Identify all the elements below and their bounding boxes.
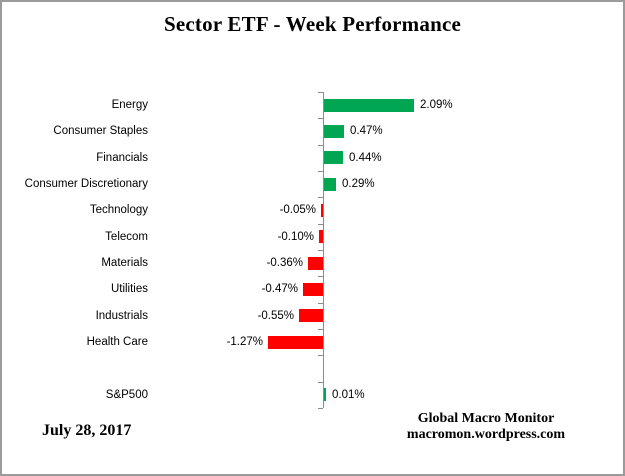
value-label: 2.09%: [420, 99, 453, 112]
axis-tick: [318, 276, 323, 277]
category-label: Consumer Discretionary: [24, 178, 148, 191]
axis-tick: [318, 329, 323, 330]
positive-bar: [324, 98, 414, 112]
bar-row: Health Care -1.27%: [2, 329, 623, 355]
negative-bar: [321, 203, 323, 217]
category-label: S&P500: [105, 388, 148, 401]
bar-row: Industrials -0.55%: [2, 303, 623, 329]
axis-tick: [318, 355, 323, 356]
value-label: -0.05%: [279, 204, 316, 217]
value-label: 0.01%: [332, 388, 365, 401]
axis-tick: [318, 197, 323, 198]
positive-bar: [324, 151, 343, 165]
value-label: -0.47%: [261, 283, 298, 296]
axis-tick: [318, 250, 323, 251]
value-label: 0.47%: [350, 125, 383, 138]
category-label: Energy: [111, 99, 148, 112]
category-label: Financials: [96, 151, 148, 164]
negative-bar: [299, 309, 323, 323]
category-label: Telecom: [105, 230, 148, 243]
chart-title: Sector ETF - Week Performance: [164, 12, 461, 36]
category-label: Health Care: [86, 336, 148, 349]
value-label: -0.55%: [257, 309, 294, 322]
bar-row: Energy 2.09%: [2, 92, 623, 118]
value-axis-baseline: [323, 92, 324, 408]
negative-bar: [268, 335, 323, 349]
category-label: Industrials: [95, 309, 148, 322]
axis-tick: [318, 303, 323, 304]
axis-tick: [318, 408, 323, 409]
attribution-url: macromon.wordpress.com: [406, 426, 566, 442]
value-label: -1.27%: [226, 336, 263, 349]
bar-row: Financials 0.44%: [2, 145, 623, 171]
bar-row: Utilities -0.47%: [2, 276, 623, 302]
attribution-source: Global Macro Monitor: [417, 411, 555, 426]
negative-bar: [319, 230, 323, 244]
bar-row: Technology -0.05%: [2, 197, 623, 223]
chart-date: July 28, 2017: [42, 422, 132, 439]
axis-tick: [318, 118, 323, 119]
bar-row: Telecom -0.10%: [2, 224, 623, 250]
attribution: Global Macro Monitor macromon.wordpress.…: [386, 411, 586, 442]
positive-bar: [324, 124, 344, 138]
category-label: Materials: [101, 257, 148, 270]
bar-row: Consumer Discretionary 0.29%: [2, 171, 623, 197]
category-label: Technology: [89, 204, 148, 217]
positive-bar: [324, 177, 336, 191]
value-label: 0.29%: [342, 178, 375, 191]
positive-bar: [324, 388, 326, 402]
axis-tick: [318, 171, 323, 172]
negative-bar: [303, 282, 323, 296]
bar-row: Materials -0.36%: [2, 250, 623, 276]
category-label: Utilities: [110, 283, 148, 296]
axis-tick: [318, 145, 323, 146]
axis-tick: [318, 224, 323, 225]
category-label: Consumer Staples: [53, 125, 148, 138]
value-label: -0.36%: [266, 257, 303, 270]
value-label: 0.44%: [349, 151, 382, 164]
bar-row: Consumer Staples 0.47%: [2, 118, 623, 144]
bar-row: S&P500 0.01%: [2, 382, 623, 408]
axis-tick: [318, 382, 323, 383]
value-label: -0.10%: [277, 230, 314, 243]
axis-tick: [318, 92, 323, 93]
negative-bar: [308, 256, 323, 270]
